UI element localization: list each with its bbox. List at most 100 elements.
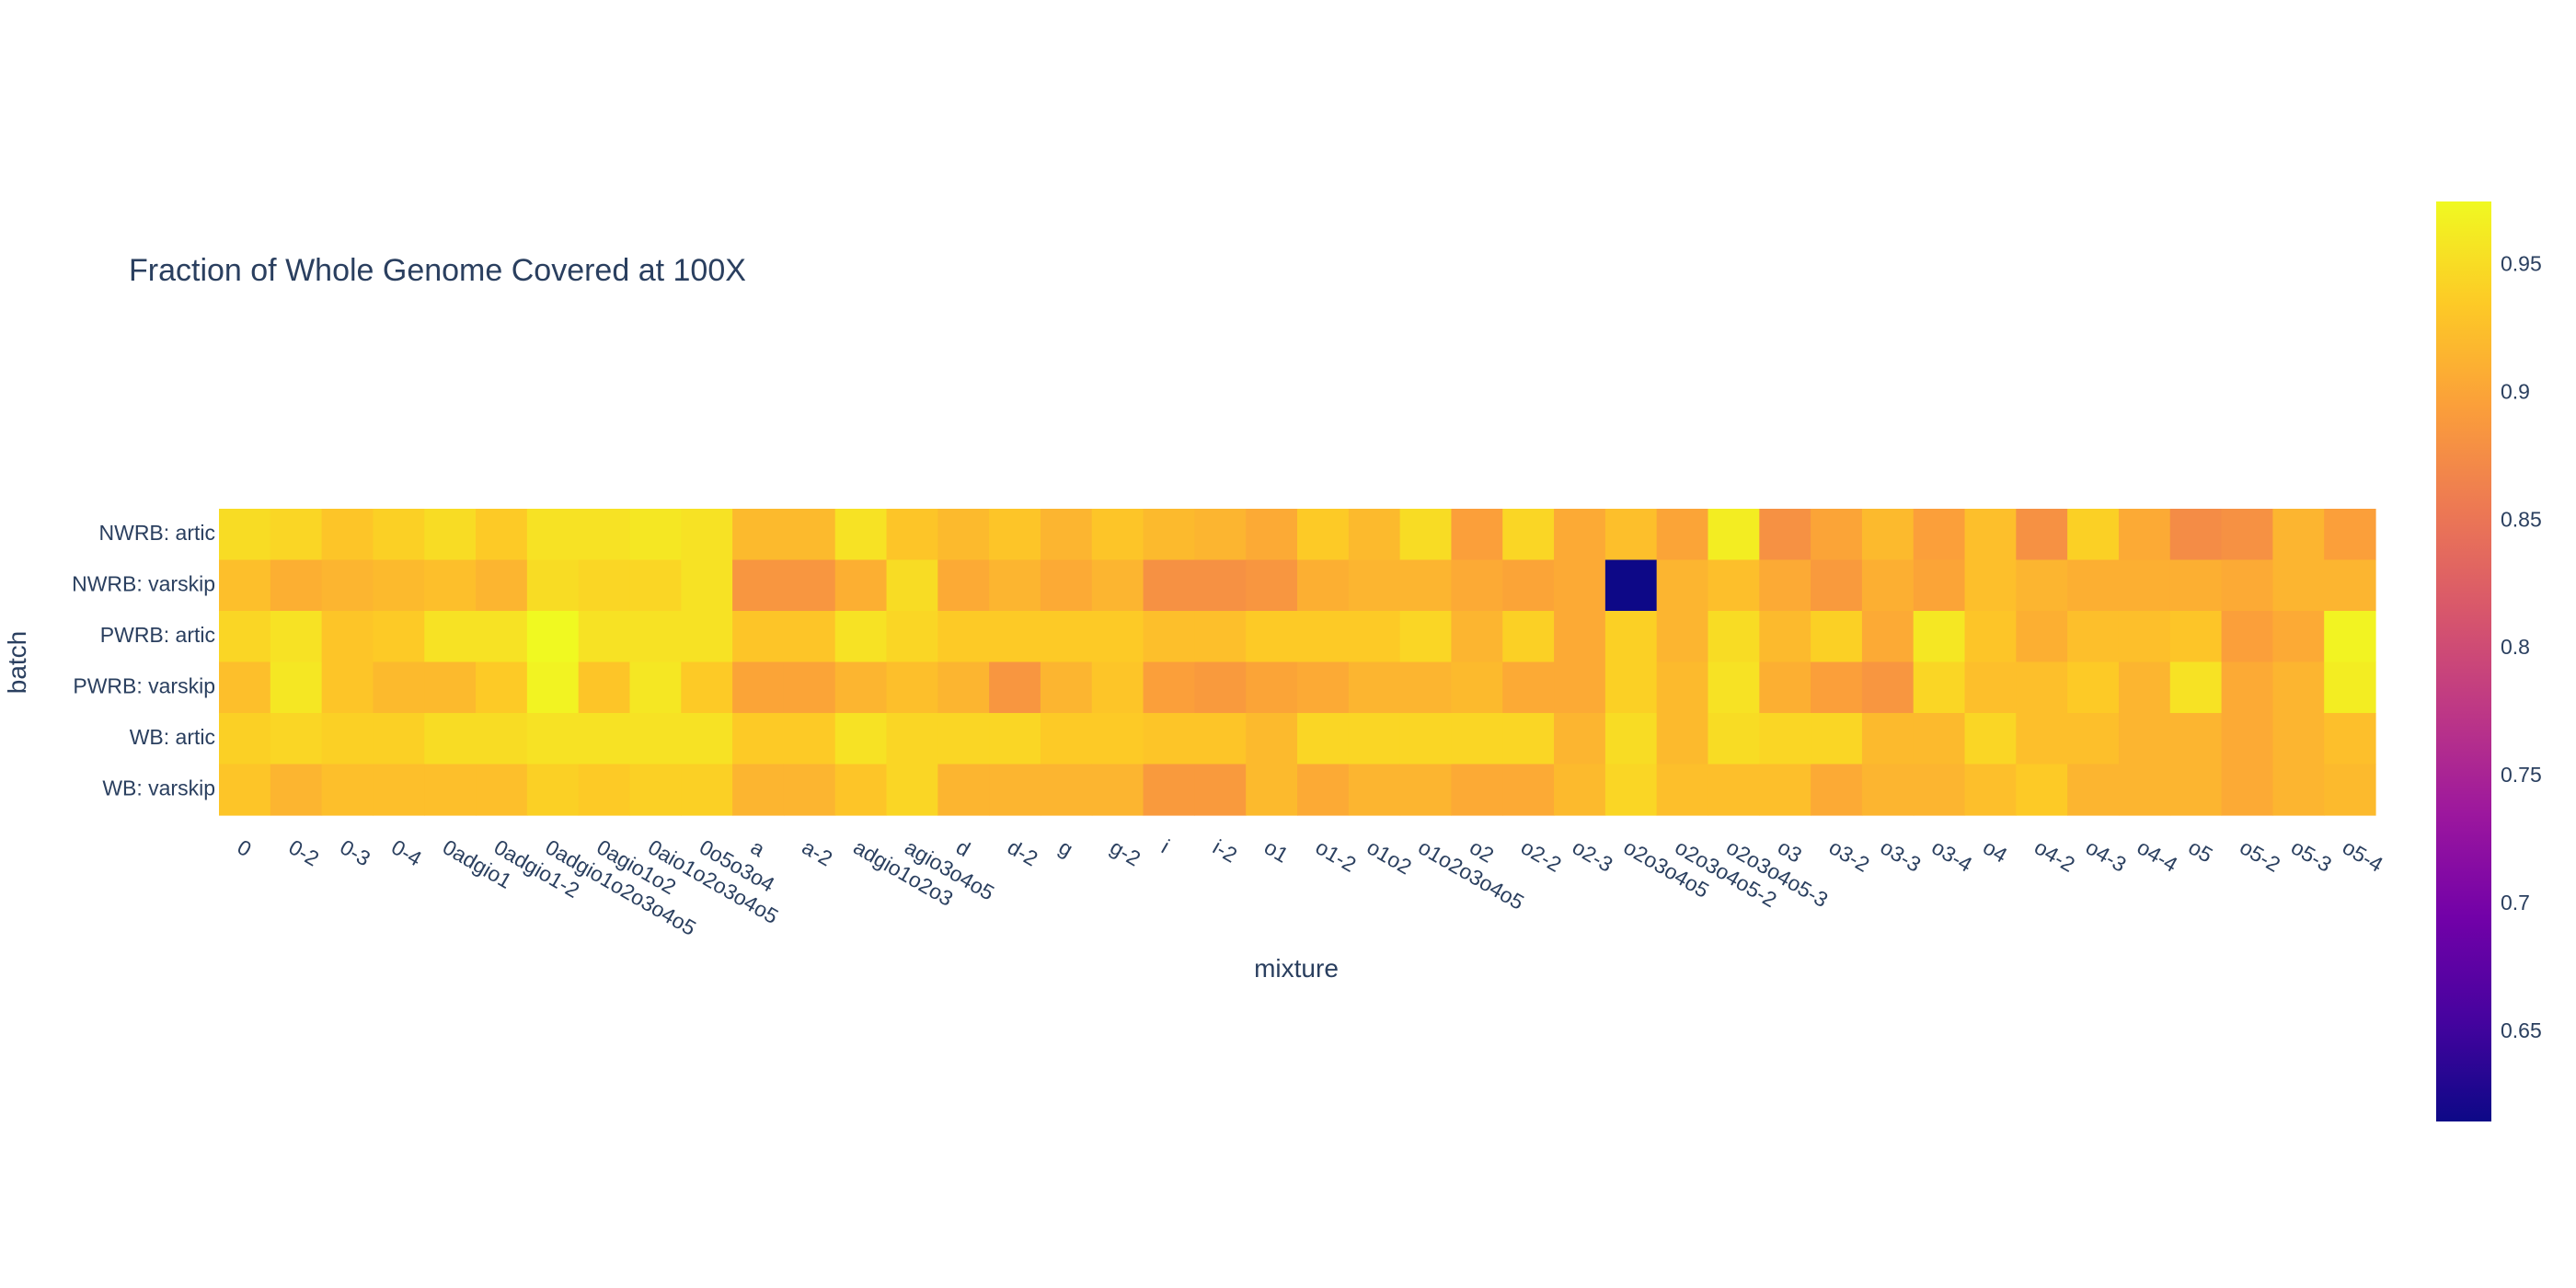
- colorbar-tick-label: 0.7: [2501, 891, 2530, 914]
- heatmap-cell: [681, 611, 733, 663]
- colorbar-tick-label: 0.75: [2501, 763, 2542, 787]
- x-tick-label: o1o2: [1363, 834, 1415, 879]
- heatmap-cell: [1759, 713, 1811, 765]
- heatmap-cell: [1708, 713, 1760, 765]
- x-tick-label: o1-2: [1312, 834, 1361, 877]
- heatmap-cell: [2221, 661, 2273, 714]
- heatmap-cell: [783, 713, 836, 765]
- heatmap-cell: [2324, 764, 2376, 816]
- heatmap-cell: [732, 611, 785, 663]
- heatmap-cell: [1451, 661, 1503, 714]
- heatmap-cell: [578, 611, 631, 663]
- heatmap-cell: [1246, 661, 1298, 714]
- heatmap-cell: [2118, 661, 2171, 714]
- colorbar-tick-labels: 0.65 0.7 0.75 0.8 0.85 0.9 0.95: [2501, 252, 2542, 1042]
- heatmap-cell: [2221, 559, 2273, 612]
- heatmap-cell: [270, 661, 323, 714]
- heatmap-cell: [886, 509, 938, 561]
- heatmap-cell: [578, 559, 631, 612]
- heatmap-cell: [270, 611, 323, 663]
- heatmap-cell: [1913, 611, 1966, 663]
- heatmap-cell: [1348, 713, 1401, 765]
- heatmap-cell: [578, 509, 631, 561]
- heatmap-cell: [1194, 713, 1247, 765]
- heatmap-cell: [629, 611, 682, 663]
- heatmap-cell: [937, 764, 990, 816]
- heatmap-cell: [783, 764, 836, 816]
- heatmap-cell: [1399, 713, 1453, 765]
- heatmap-cell: [1604, 713, 1658, 765]
- heatmap-cell: [1091, 661, 1144, 714]
- heatmap-cell: [2118, 611, 2171, 663]
- heatmap-cell: [1656, 764, 1709, 816]
- heatmap-cell: [1554, 764, 1606, 816]
- heatmap-cell: [2169, 661, 2223, 714]
- heatmap-cell: [1451, 611, 1503, 663]
- heatmap-cell: [1297, 661, 1350, 714]
- heatmap-cell: [1040, 713, 1093, 765]
- heatmap-cell: [219, 509, 271, 561]
- x-tick-label: i-2: [1209, 834, 1241, 867]
- heatmap-cell: [1143, 661, 1195, 714]
- heatmap-cell: [2169, 559, 2223, 612]
- x-tick-label: o5-3: [2287, 834, 2336, 877]
- x-tick-labels: 0 0-2 0-3 0-4 0adgio10adgio1-20adgio1o2o3o4o…: [234, 834, 2387, 940]
- heatmap-cell: [476, 713, 528, 765]
- heatmap-cell: [1451, 713, 1503, 765]
- heatmap-cell: [526, 559, 580, 612]
- heatmap-cell: [526, 611, 580, 663]
- heatmap-cell: [1143, 509, 1195, 561]
- heatmap-cell: [1451, 559, 1503, 612]
- heatmap-cell: [1759, 559, 1811, 612]
- heatmap-cell: [1502, 713, 1555, 765]
- heatmap-cell: [424, 611, 477, 663]
- heatmap-cell: [783, 661, 836, 714]
- heatmap-cell: [886, 661, 938, 714]
- heatmap-cell: [989, 764, 1041, 816]
- heatmap-cell: [424, 713, 477, 765]
- heatmap-cell: [1194, 764, 1247, 816]
- heatmap-cell: [2067, 661, 2120, 714]
- x-tick-label: i: [1157, 834, 1173, 857]
- heatmap-cell: [886, 559, 938, 612]
- heatmap-cell: [1604, 764, 1658, 816]
- heatmap-cell: [1554, 509, 1606, 561]
- heatmap-cell: [1143, 611, 1195, 663]
- y-tick-label: WB: varskip: [102, 776, 215, 799]
- heatmap-cell: [373, 661, 425, 714]
- heatmap-cell: [783, 559, 836, 612]
- heatmap-cell: [1861, 713, 1915, 765]
- heatmap-cell: [526, 713, 580, 765]
- heatmap-cell: [2324, 713, 2376, 765]
- heatmap-cell: [1399, 509, 1453, 561]
- heatmap-cell: [681, 509, 733, 561]
- heatmap-cell: [526, 764, 580, 816]
- heatmap-cell: [1502, 509, 1555, 561]
- x-tick-label: g: [1055, 834, 1077, 861]
- heatmap-cell: [1297, 509, 1350, 561]
- heatmap-cell: [681, 764, 733, 816]
- heatmap-cell: [1399, 764, 1453, 816]
- heatmap-cell: [270, 559, 323, 612]
- x-tick-label: d-2: [1004, 834, 1042, 870]
- heatmap-cell: [2324, 559, 2376, 612]
- heatmap-cell: [219, 764, 271, 816]
- heatmap-cell: [321, 713, 374, 765]
- heatmap-cell: [2067, 559, 2120, 612]
- heatmap-cell: [2169, 713, 2223, 765]
- heatmap-cell: [2118, 559, 2171, 612]
- heatmap-cell: [1091, 509, 1144, 561]
- heatmap-cell: [2221, 713, 2273, 765]
- heatmap-cell: [2272, 559, 2325, 612]
- heatmap-cell: [937, 559, 990, 612]
- x-tick-label: o1: [1260, 834, 1293, 867]
- heatmap-cell: [1861, 559, 1915, 612]
- heatmap-cell: [321, 509, 374, 561]
- heatmap-cell: [1964, 764, 2017, 816]
- heatmap-cell: [629, 764, 682, 816]
- heatmap-cell: [578, 661, 631, 714]
- heatmap-cell: [1656, 713, 1709, 765]
- heatmap-cell: [424, 764, 477, 816]
- heatmap-cell: [1759, 509, 1811, 561]
- heatmap-cell: [1194, 661, 1247, 714]
